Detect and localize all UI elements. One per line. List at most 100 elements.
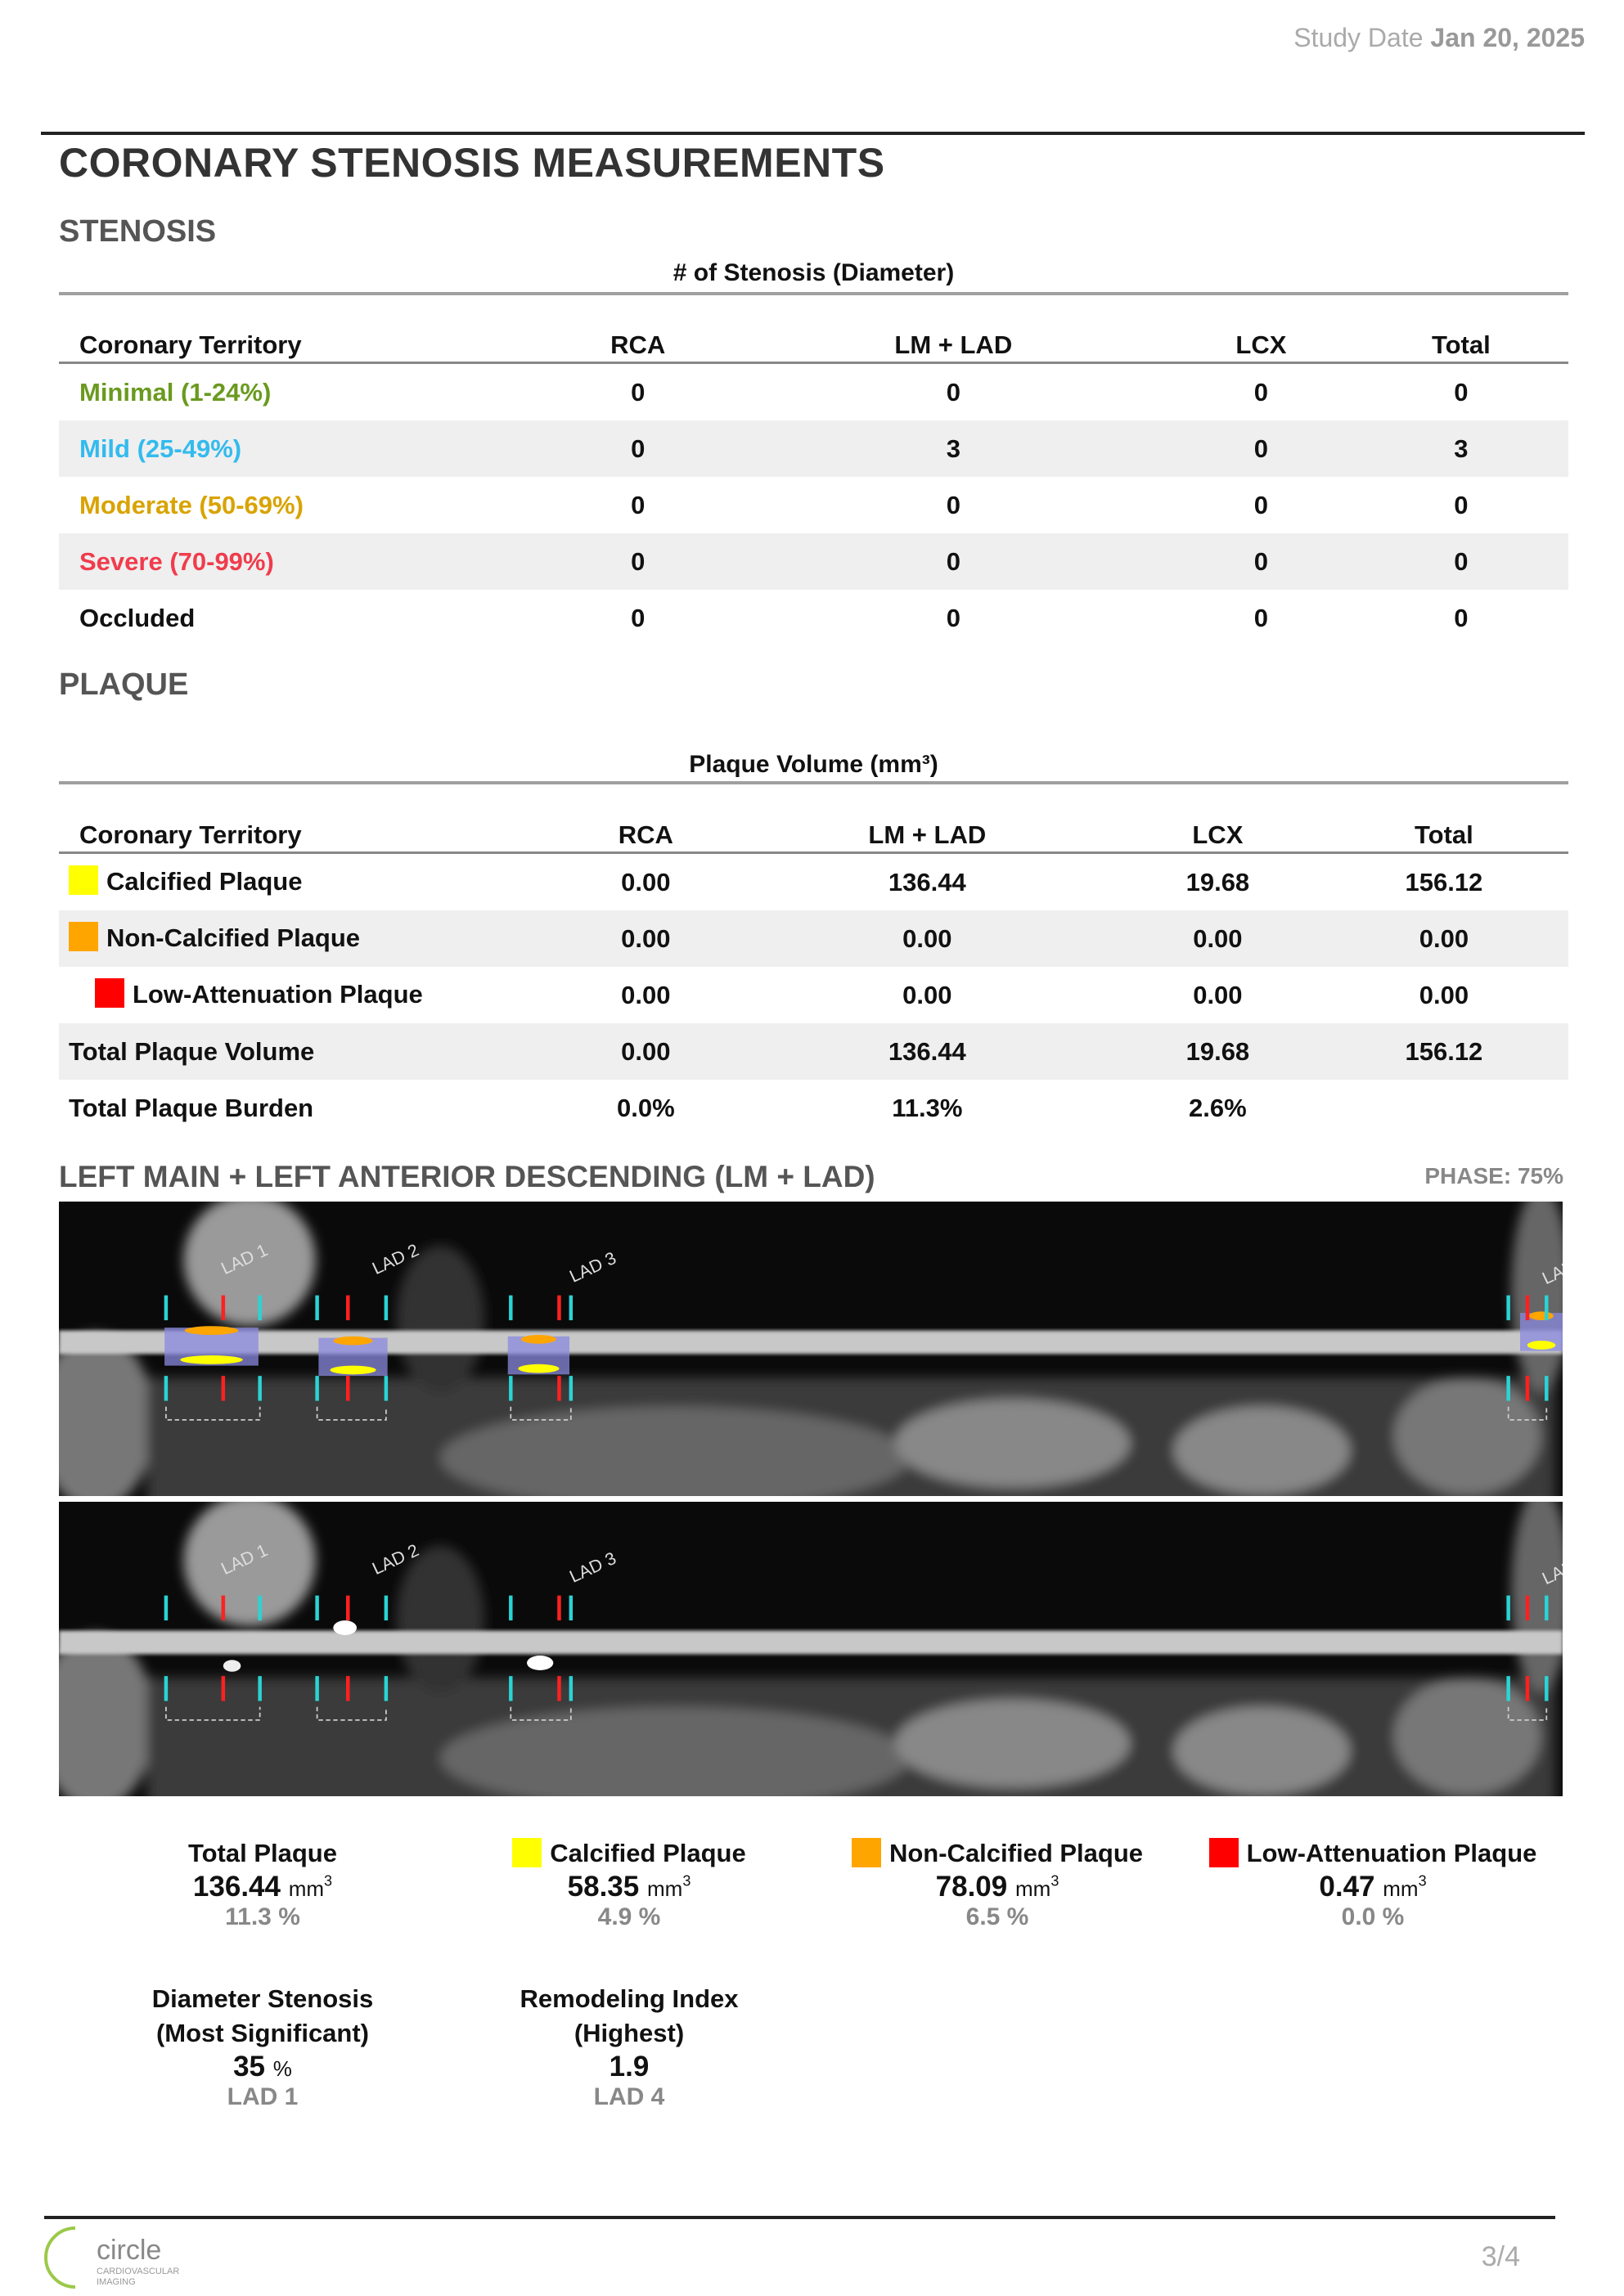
row-label-cell: Total Plaque Burden: [59, 1080, 553, 1136]
stenosis-table: Coronary Territory RCA LM + LAD LCX Total Min…: [59, 319, 1568, 646]
table-cell: 156.12: [1319, 1023, 1568, 1080]
table-cell: 0: [1454, 490, 1469, 519]
summary-calcified-plaque: Calcified Plaque 58.35 mm3 4.9 %: [449, 1836, 809, 1931]
summary-location: LAD 1: [227, 2083, 299, 2110]
row-label: Non-Calcified Plaque: [106, 923, 361, 952]
table-cell: 0: [1353, 533, 1568, 590]
plaque-swatch: [69, 922, 98, 952]
table-cell: 0: [1253, 377, 1269, 407]
column-header: RCA: [553, 809, 739, 854]
calcification: [223, 1660, 241, 1672]
table-row: Severe (70-99%) 0 0 0 0: [59, 533, 1568, 590]
table-cell: 0.00: [902, 980, 952, 1009]
segment-bracket: [165, 1406, 261, 1421]
summary-value: 58.35 mm3: [567, 1871, 691, 1903]
table-cell: 136.44: [738, 1023, 1116, 1080]
column-header: Coronary Territory: [59, 809, 553, 854]
table-cell: 0.00: [1319, 910, 1568, 967]
summary-label: Low-Attenuation Plaque: [1246, 1839, 1537, 1867]
calcified-plaque-mark: [180, 1355, 243, 1364]
row-label: Minimal (1-24%): [79, 377, 272, 407]
row-label: Calcified Plaque: [106, 866, 303, 896]
row-label: Total Plaque Burden: [69, 1093, 314, 1122]
table-row: Occluded 0 0 0 0: [59, 590, 1568, 646]
table-cell: 0: [1168, 533, 1354, 590]
plaque-divider: [59, 781, 1568, 784]
table-row: Total Plaque Volume 0.00 136.44 19.68 156.12: [59, 1023, 1568, 1080]
column-header: LCX: [1168, 319, 1354, 364]
stenosis-divider: [59, 292, 1568, 295]
table-row: Low-Attenuation Plaque 0.00 0.00 0.00 0.00: [59, 967, 1568, 1023]
calcified-plaque-mark: [330, 1365, 376, 1375]
lowatt-swatch: [1208, 1837, 1239, 1867]
table-row: Mild (25-49%) 0 3 0 3: [59, 420, 1568, 477]
table-cell: 0.00: [1193, 980, 1243, 1009]
summary-percent: 4.9 %: [597, 1903, 661, 1930]
summary-value: 0.47 mm3: [1319, 1871, 1427, 1903]
table-cell: 0: [631, 377, 646, 407]
summary-label: Diameter Stenosis: [151, 1984, 374, 2013]
summary-location: LAD 4: [593, 2083, 665, 2110]
top-divider: [41, 132, 1585, 135]
row-label-cell: Moderate (50-69%): [59, 477, 538, 533]
summary-value: 1.9: [609, 2051, 650, 2083]
summary-diameter-stenosis: Diameter Stenosis (Most Significant) 35 …: [83, 1982, 443, 2111]
summary-value: 35 %: [233, 2051, 292, 2083]
table-cell: 0: [1253, 603, 1269, 632]
calcification: [333, 1620, 358, 1635]
table-cell: 11.3%: [892, 1093, 963, 1122]
row-label-cell: Severe (70-99%): [59, 533, 538, 590]
svg-text:IMAGING: IMAGING: [97, 2277, 136, 2287]
summary-total-plaque: Total Plaque 136.44 mm3 11.3 %: [83, 1836, 443, 1931]
table-cell: 0.00: [621, 867, 671, 896]
table-cell: 0: [1168, 420, 1354, 477]
header-row: Coronary Territory RCA LM + LAD LCX Total: [59, 809, 1568, 854]
table-cell: 19.68: [1185, 867, 1250, 896]
row-label: Total Plaque Volume: [69, 1036, 315, 1066]
table-cell: 0.00: [553, 910, 739, 967]
noncalcified-plaque-mark: [520, 1334, 556, 1344]
table-row: Minimal (1-24%) 0 0 0 0: [59, 363, 1568, 421]
noncalcified-plaque-mark: [333, 1336, 373, 1346]
table-cell: 3: [1353, 420, 1568, 477]
table-cell: 0: [738, 533, 1169, 590]
row-label-cell: Occluded: [59, 590, 538, 646]
column-header: LM + LAD: [738, 319, 1169, 364]
ct-image-with-plaque-overlay[interactable]: LAD 1 LAD 2 LAD 3 LAD: [59, 1202, 1563, 1496]
summary-value: 78.09 mm3: [935, 1871, 1059, 1903]
summary-remodeling-index: Remodeling Index (Highest) 1.9 LAD 4: [449, 1982, 809, 2111]
row-label: Moderate (50-69%): [79, 490, 304, 519]
table-row: Calcified Plaque 0.00 136.44 19.68 156.12: [59, 853, 1568, 911]
ct-image-plain[interactable]: LAD 1 LAD 2 LAD 3 LAD: [59, 1502, 1563, 1796]
summary-label-2: (Most Significant): [155, 2019, 370, 2047]
table-cell: 0: [1253, 490, 1269, 519]
table-cell: 0: [946, 603, 960, 632]
table-row: Moderate (50-69%) 0 0 0 0: [59, 477, 1568, 533]
plaque-swatch: [69, 865, 98, 896]
column-header: Coronary Territory: [59, 319, 538, 364]
table-cell: 136.44: [888, 867, 966, 896]
plaque-caption: Plaque Volume (mm³): [689, 751, 938, 778]
plaque-heading: PLAQUE: [59, 667, 189, 702]
summary-percent: 11.3 %: [225, 1903, 300, 1930]
calcification: [527, 1656, 554, 1670]
table-cell: 0.00: [553, 1023, 739, 1080]
row-label: Severe (70-99%): [79, 546, 274, 576]
plaque-swatch: [95, 978, 124, 1009]
table-row: Total Plaque Burden 0.0% 11.3% 2.6%: [59, 1080, 1568, 1136]
noncalcified-plaque-mark: [1529, 1311, 1554, 1321]
column-header: LCX: [1115, 809, 1320, 854]
segment-bracket: [1507, 1706, 1548, 1721]
table-cell: 0: [538, 420, 739, 477]
calcified-plaque-mark: [1527, 1341, 1556, 1350]
table-cell: 0: [946, 377, 960, 407]
summary-label: Calcified Plaque: [550, 1839, 746, 1867]
summary-percent: 6.5 %: [965, 1903, 1029, 1930]
table-cell: 19.68: [1115, 1023, 1320, 1080]
svg-text:CARDIOVASCULAR: CARDIOVASCULAR: [97, 2267, 179, 2276]
study-date-value: Jan 20, 2025: [1430, 23, 1585, 52]
table-cell: 2.6%: [1189, 1093, 1247, 1122]
table-cell: 0: [1454, 377, 1469, 407]
calcified-swatch: [512, 1837, 542, 1867]
summary-label-2: (Highest): [574, 2019, 685, 2047]
